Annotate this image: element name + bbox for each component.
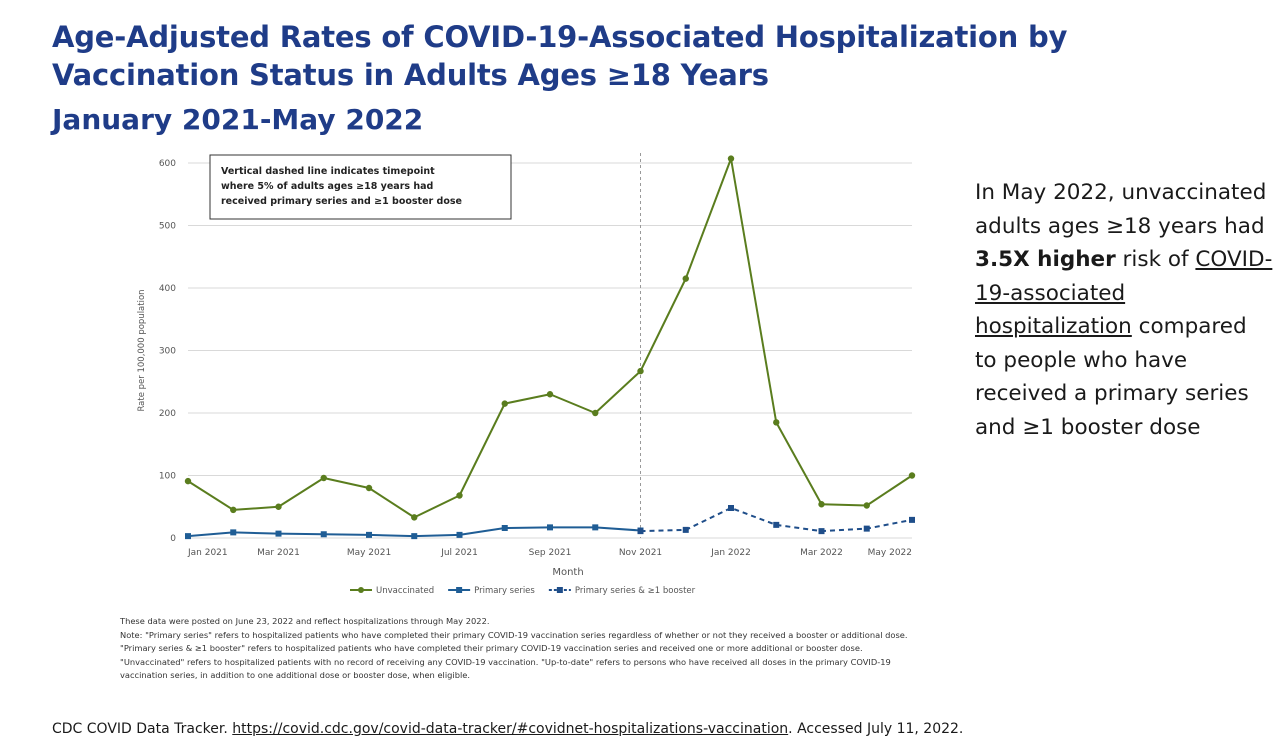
booster-point — [773, 521, 780, 528]
booster-point — [909, 516, 915, 523]
primary-series-point — [547, 524, 553, 531]
y-tick-label: 600 — [159, 159, 176, 169]
source-link[interactable]: https://covid.cdc.gov/covid-data-tracker… — [232, 721, 789, 737]
x-tick-label: Mar 2022 — [800, 548, 843, 558]
unvaccinated-point — [184, 477, 192, 485]
primary-series-point — [366, 531, 372, 538]
primary-series-point — [592, 524, 599, 531]
annotation-border — [209, 154, 512, 220]
key-finding-part1: In May 2022, unvaccinated adults ages ≥1… — [975, 180, 1267, 239]
primary-series-point — [275, 530, 282, 537]
footnote-posted: These data were posted on June 23, 2022 … — [120, 616, 490, 626]
legend-marker-0 — [358, 587, 364, 593]
key-finding-part2: risk of — [1115, 247, 1196, 272]
booster-point — [818, 528, 825, 535]
unvaccinated-point — [818, 501, 825, 508]
booster-point — [637, 528, 644, 535]
page-title: Age-Adjusted Rates of COVID-19-Associate… — [52, 20, 1068, 92]
source-suffix: . Accessed July 11, 2022. — [788, 721, 964, 737]
legend-label-2: Primary series & ≥1 booster — [575, 586, 696, 596]
primary-series-point — [230, 529, 237, 536]
unvaccinated-point — [637, 367, 644, 375]
y-tick-label: 0 — [170, 534, 176, 544]
x-tick-label: Jan 2022 — [710, 548, 751, 558]
hospitalization-line-chart: 0 100 200 300 400 500 600 Jan 2021 Mar 2021 May 2… — [137, 153, 916, 596]
annotation-text-1: Vertical dashed line indicates timepoint — [221, 166, 435, 177]
annotation-text-2: where 5% of adults ages ≥18 years had — [221, 181, 433, 192]
unvaccinated-point — [411, 514, 418, 521]
unvaccinated-point — [908, 472, 916, 479]
booster-point — [728, 505, 734, 511]
y-tick-label: 300 — [159, 347, 176, 357]
source-citation: CDC COVID Data Tracker. https://covid.cd… — [52, 721, 963, 737]
y-tick-label: 200 — [159, 409, 176, 419]
x-tick-label: May 2022 — [868, 548, 912, 558]
x-tick-label: Jan 2021 — [187, 548, 228, 558]
primary-series-point — [456, 531, 463, 538]
booster-point — [682, 526, 689, 533]
unvaccinated-point — [501, 400, 508, 407]
chart-legend: Unvaccinated Primary series Primary series… — [350, 586, 696, 596]
y-axis-title: Rate per 100,000 population — [137, 289, 147, 411]
y-tick-label: 100 — [159, 472, 176, 482]
primary-series-point — [411, 533, 418, 540]
unvaccinated-point — [682, 275, 689, 282]
key-finding-part3: compared to people who have received a p… — [975, 314, 1249, 440]
annotation-text-3: received primary series and ≥1 booster d… — [221, 196, 462, 207]
key-finding-text: In May 2022, unvaccinated adults ages ≥1… — [975, 176, 1275, 444]
footnotes: These data were posted on June 23, 2022 … — [120, 615, 920, 683]
unvaccinated-point — [546, 391, 554, 398]
legend-marker-1 — [456, 587, 463, 593]
y-tick-label: 500 — [159, 222, 176, 232]
primary-series-point — [501, 525, 508, 531]
y-tick-label: 400 — [159, 284, 176, 294]
unvaccinated-point — [365, 484, 373, 492]
unvaccinated-point — [456, 492, 463, 499]
x-tick-label: Sep 2021 — [529, 548, 572, 558]
unvaccinated-point — [320, 474, 327, 482]
unvaccinated-point — [727, 155, 735, 162]
unvaccinated-point — [863, 502, 870, 509]
annotation-box: Vertical dashed line indicates timepoint… — [209, 154, 512, 220]
x-tick-label: Nov 2021 — [619, 548, 662, 558]
primary-series-point — [185, 533, 191, 540]
key-finding-underlined: COVID-19-associated hospitalization — [975, 247, 1273, 339]
primary-series-point — [320, 531, 327, 538]
legend-marker-2 — [556, 587, 563, 593]
x-tick-label: May 2021 — [347, 548, 391, 558]
key-finding-emphasis: 3.5X higher — [975, 247, 1116, 272]
x-tick-label: Jul 2021 — [440, 548, 478, 558]
legend-label-0: Unvaccinated — [376, 586, 434, 596]
footnote-definitions: Note: "Primary series" refers to hospita… — [120, 629, 908, 681]
booster-point — [863, 525, 870, 532]
legend-label-1: Primary series — [474, 586, 535, 596]
page-subtitle: January 2021-May 2022 — [52, 103, 424, 136]
unvaccinated-point — [230, 506, 237, 514]
source-prefix: CDC COVID Data Tracker. — [52, 721, 233, 737]
unvaccinated-point — [592, 409, 599, 417]
x-axis-title: Month — [552, 567, 583, 578]
x-tick-label: Mar 2021 — [257, 548, 300, 558]
unvaccinated-point — [773, 419, 780, 426]
unvaccinated-point — [275, 503, 282, 510]
